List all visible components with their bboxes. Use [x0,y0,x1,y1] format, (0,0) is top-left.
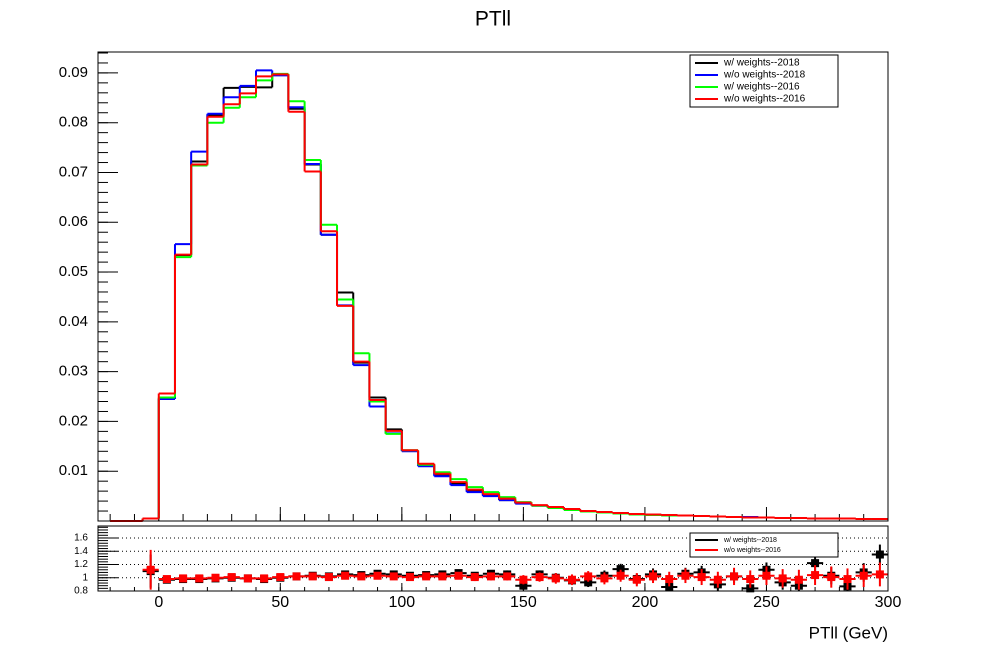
marker [260,574,269,583]
marker [243,574,252,583]
marker [195,574,204,583]
y-tick-label: 1 [82,572,88,583]
y-tick-label: 0.06 [59,213,88,230]
x-axis-label: PTll (GeV) [809,623,888,642]
y-tick-label: 0.02 [59,412,88,429]
x-tick-label: 0 [154,594,163,611]
y-tick-label: 1.2 [74,559,88,570]
y-tick-label: 1.4 [74,546,88,557]
y-tick-label: 0.07 [59,163,88,180]
legend-label: w/o weights--2018 [723,70,806,81]
marker [632,575,641,584]
y-tick-label: 0.08 [59,114,88,131]
marker [470,573,479,582]
marker [276,573,285,582]
marker [422,572,431,581]
marker [649,572,658,581]
marker [827,573,836,582]
marker [859,571,868,580]
marker [179,574,188,583]
marker [616,571,625,580]
legend-label: w/ weights--2018 [723,537,777,544]
marker [681,571,690,580]
x-tick-label: 200 [632,594,659,611]
marker [746,575,755,584]
marker [308,572,317,581]
marker [146,565,155,574]
marker [584,578,593,587]
marker [405,573,414,582]
frame [97,51,889,522]
legend-label: w/ weights--2018 [723,58,800,69]
marker [616,565,625,574]
x-tick-label: 150 [510,594,537,611]
marker [292,572,301,581]
marker [600,574,609,583]
marker [503,572,512,581]
marker [584,572,593,581]
legend-box [689,532,839,558]
marker [697,573,706,582]
marker [568,575,576,584]
x-tick-label: 50 [271,594,289,611]
marker [875,550,884,559]
y-tick-label: 1.6 [74,533,88,544]
marker [227,573,236,582]
legend-label: w/o weights--2016 [723,547,781,554]
marker [324,573,333,582]
marker [438,572,447,581]
marker [665,583,674,592]
marker [730,572,739,581]
y-tick-label: 0.09 [59,64,88,81]
marker [341,571,350,580]
marker [551,574,560,583]
marker [794,575,803,584]
marker [535,573,544,582]
y-tick-label: 0.04 [59,313,88,330]
marker [843,575,852,584]
marker [162,575,171,584]
frame [97,525,889,592]
marker [665,575,674,584]
legend-label: w/ weights--2016 [723,82,800,93]
marker [486,572,495,581]
marker [875,570,884,579]
marker [454,571,463,580]
y-tick-label: 0.01 [59,462,88,479]
x-tick-label: 100 [388,594,415,611]
marker [762,571,771,580]
y-tick-label: 0.8 [74,586,88,597]
marker [519,581,528,590]
marker [357,572,366,581]
marker [211,573,220,582]
marker [713,575,722,584]
y-tick-label: 0.05 [59,263,88,280]
marker [373,571,382,580]
marker [746,584,755,593]
x-tick-label: 300 [875,594,902,611]
x-tick-label: 250 [753,594,780,611]
marker [778,574,787,583]
marker [519,575,528,584]
y-tick-label: 0.03 [59,363,88,380]
chart-title: PTll [475,8,511,31]
marker [811,571,820,580]
marker [811,559,820,568]
marker [389,572,398,581]
legend-label: w/o weights--2016 [723,94,806,105]
